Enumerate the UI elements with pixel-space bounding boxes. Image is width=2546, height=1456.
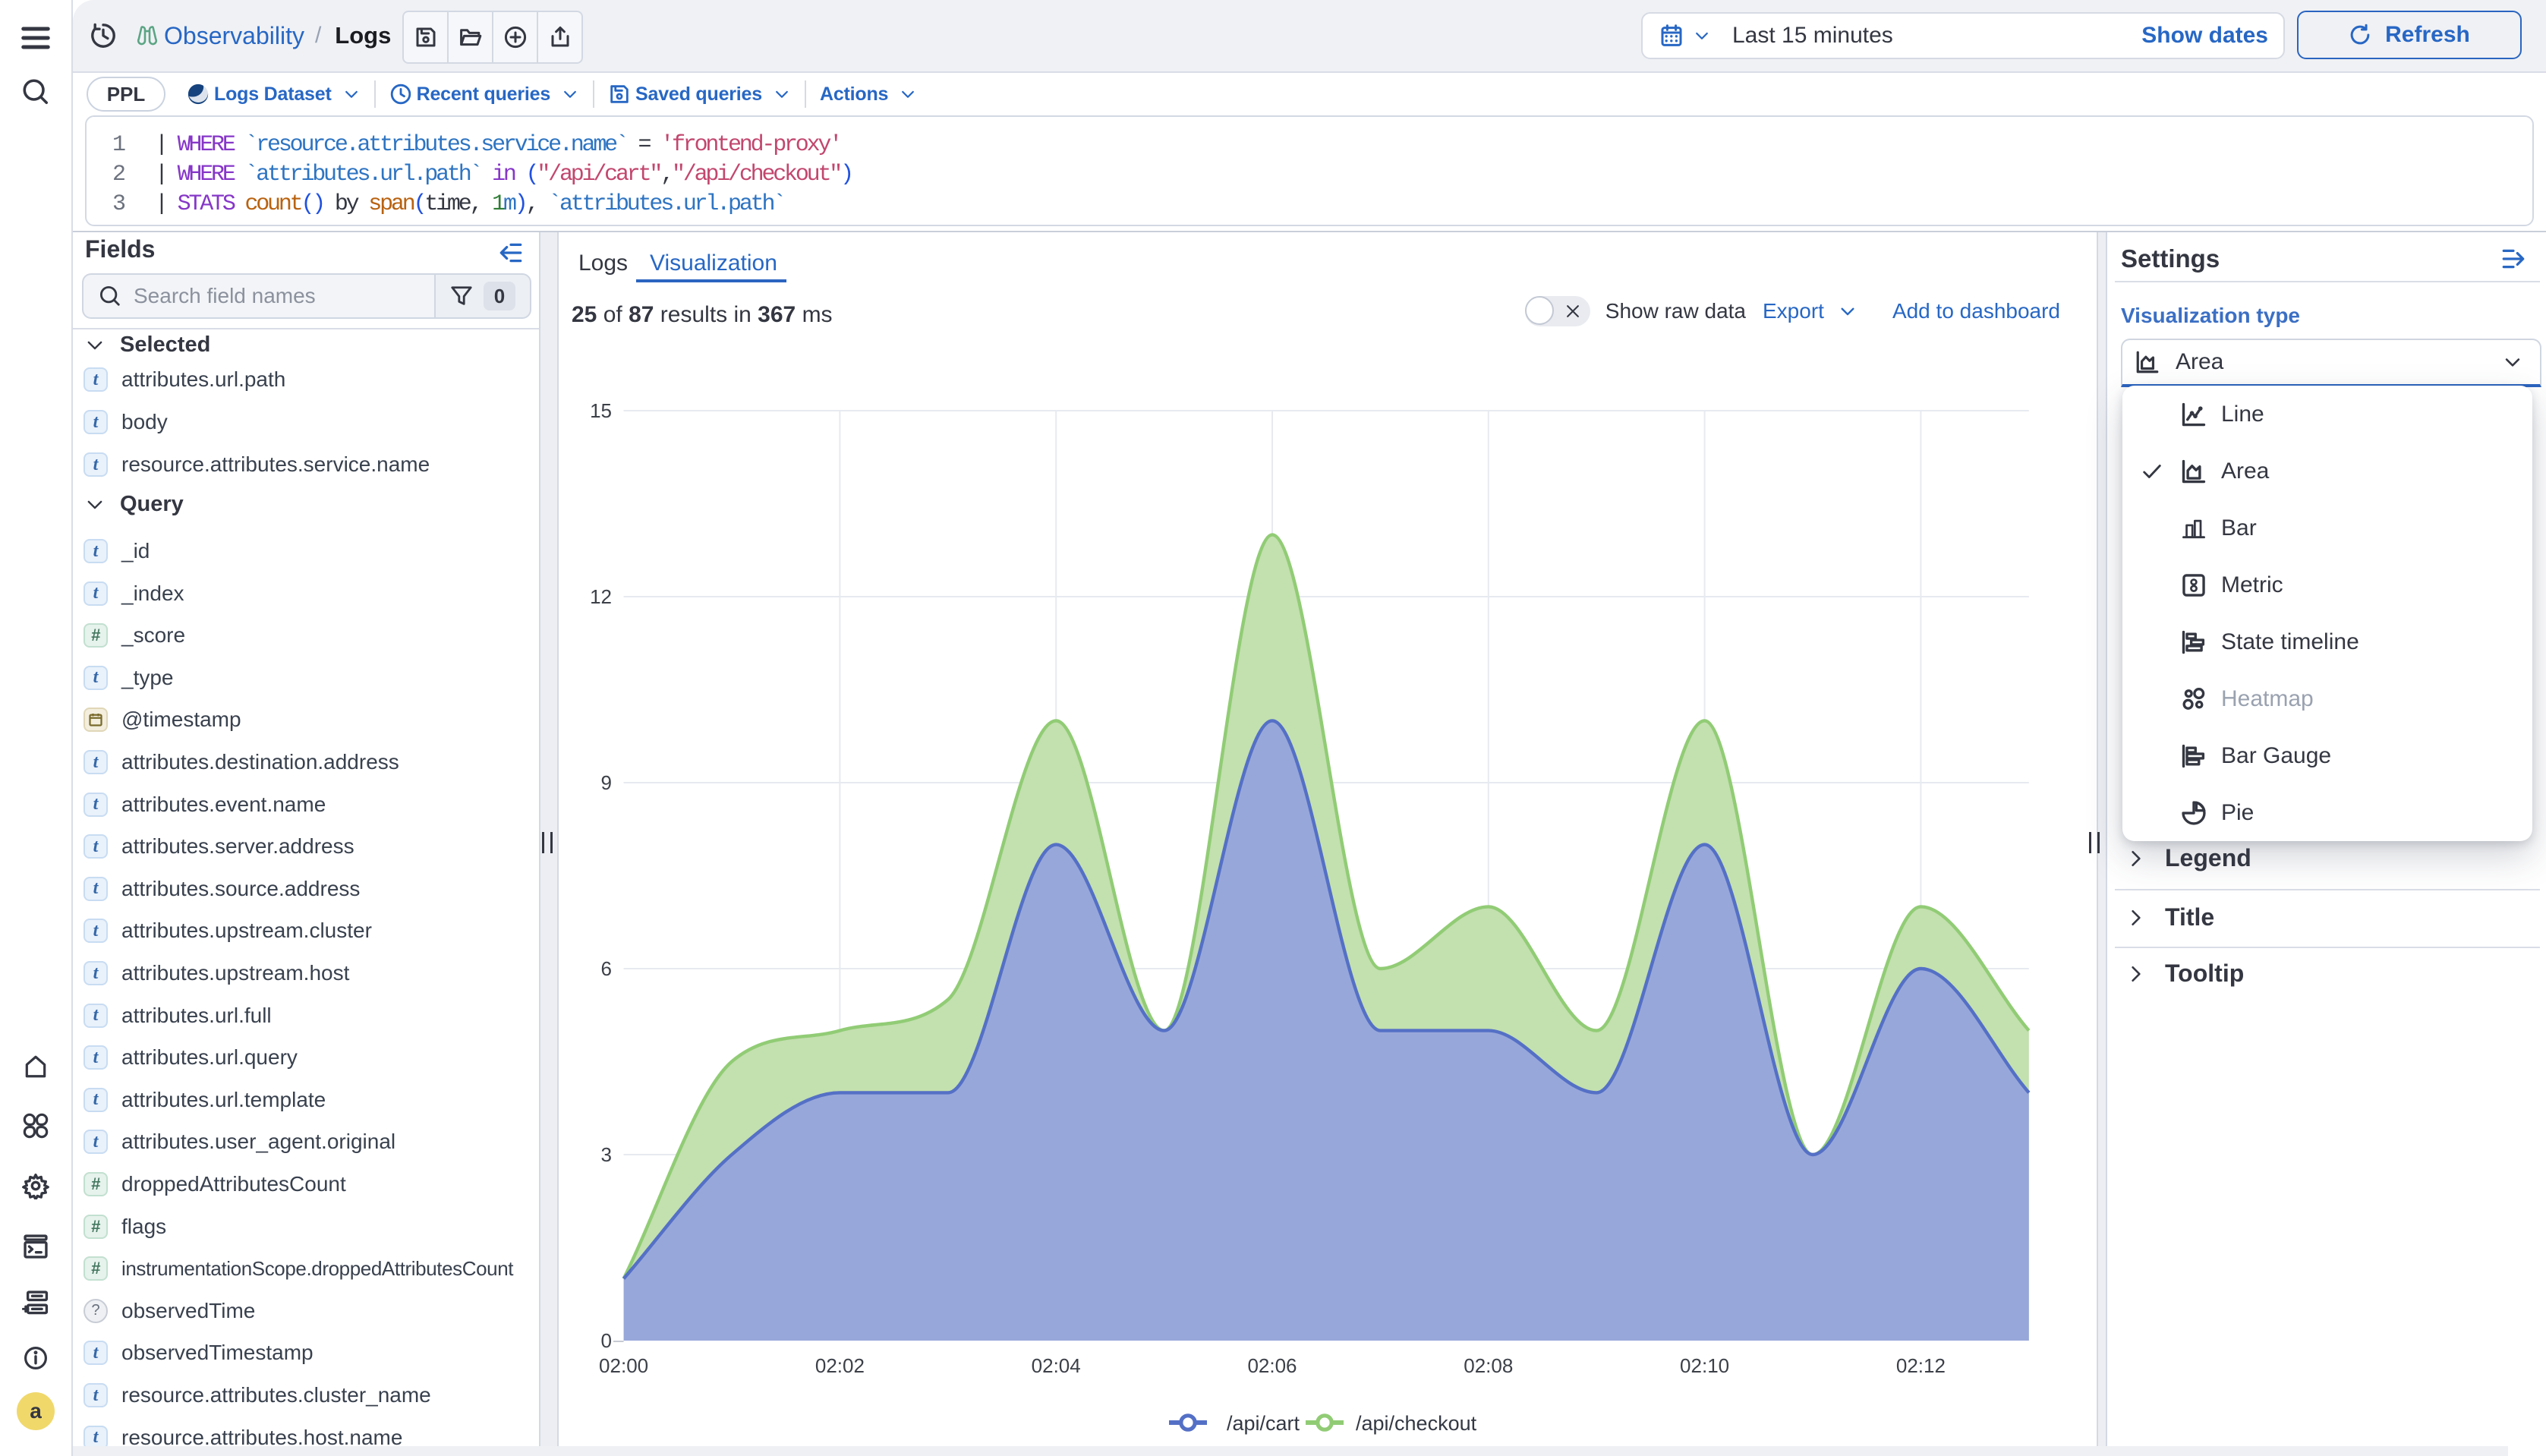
- svg-text:12: 12: [590, 585, 612, 608]
- svg-text:9: 9: [601, 771, 612, 794]
- svg-text:15: 15: [590, 399, 612, 422]
- svg-text:/api/cart: /api/cart: [1227, 1412, 1300, 1435]
- svg-text:02:04: 02:04: [1032, 1354, 1081, 1377]
- svg-text:6: 6: [601, 957, 612, 980]
- svg-text:02:10: 02:10: [1680, 1354, 1729, 1377]
- svg-text:02:08: 02:08: [1464, 1354, 1513, 1377]
- svg-text:/api/checkout: /api/checkout: [1356, 1412, 1477, 1435]
- svg-text:02:12: 02:12: [1896, 1354, 1946, 1377]
- svg-text:3: 3: [601, 1143, 612, 1166]
- svg-text:02:06: 02:06: [1247, 1354, 1297, 1377]
- svg-text:02:02: 02:02: [815, 1354, 865, 1377]
- svg-text:0: 0: [601, 1329, 612, 1352]
- svg-text:02:00: 02:00: [599, 1354, 648, 1377]
